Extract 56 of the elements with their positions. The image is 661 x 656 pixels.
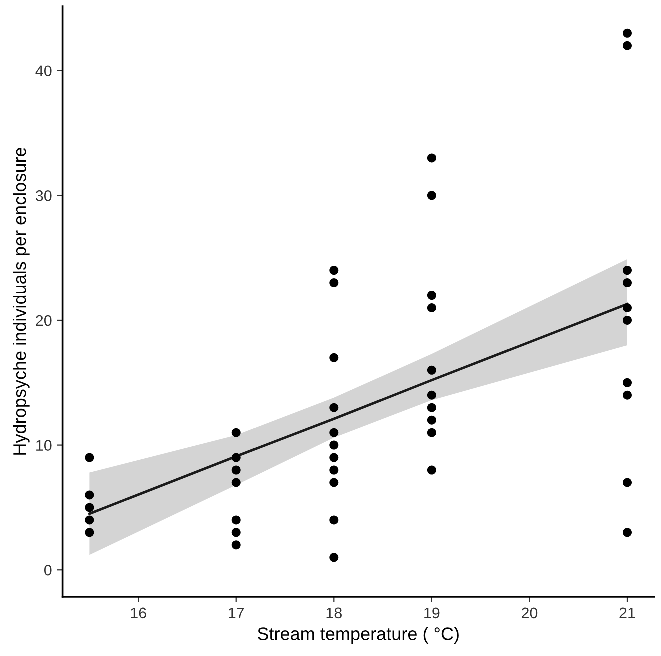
point (330, 428, 339, 438)
x-tick-label: 17 (229, 608, 244, 618)
point (232, 528, 241, 538)
point (330, 266, 339, 276)
point (330, 553, 339, 562)
point (232, 478, 241, 488)
y-tick-label: 0 (44, 564, 52, 576)
point (85, 503, 94, 512)
point (330, 403, 339, 412)
x-tick-label: 21 (620, 608, 636, 618)
x-tick-label: 20 (522, 608, 538, 619)
point (427, 154, 436, 163)
y-tick-label: 20 (36, 315, 52, 326)
point (623, 304, 632, 312)
point (427, 304, 436, 312)
point (330, 466, 339, 475)
point (330, 440, 339, 450)
point (330, 478, 339, 488)
point (330, 353, 339, 362)
point (427, 390, 436, 400)
point (427, 428, 436, 438)
point (623, 28, 632, 38)
point (427, 416, 436, 425)
point (623, 41, 632, 50)
point (427, 366, 436, 375)
point (232, 516, 241, 525)
point (623, 266, 632, 276)
point (623, 278, 632, 288)
point (232, 466, 241, 475)
y-tick-label: 40 (36, 66, 52, 77)
x-tick-label: 16 (131, 608, 146, 619)
point (623, 316, 632, 325)
x-tick-label: 19 (424, 608, 440, 619)
y-axis-title: Hydropsyche individuals per enclosure (13, 148, 30, 455)
point (85, 516, 94, 525)
point (623, 390, 632, 400)
point (330, 516, 339, 525)
point (85, 453, 94, 462)
point (427, 291, 436, 300)
point (232, 428, 241, 438)
y-tick-label: 10 (36, 440, 52, 451)
point (427, 466, 436, 475)
point (232, 540, 241, 550)
point (330, 453, 339, 462)
point (427, 403, 436, 412)
point (623, 528, 632, 538)
point (232, 453, 241, 462)
point (427, 191, 436, 200)
x-tick-label: 18 (326, 608, 342, 619)
point (85, 490, 94, 500)
y-tick-label: 30 (36, 190, 52, 202)
point (85, 528, 94, 538)
point (623, 478, 632, 488)
x-axis-title: Stream temperature ( °C) (258, 627, 459, 644)
point (330, 278, 339, 288)
point (623, 378, 632, 388)
